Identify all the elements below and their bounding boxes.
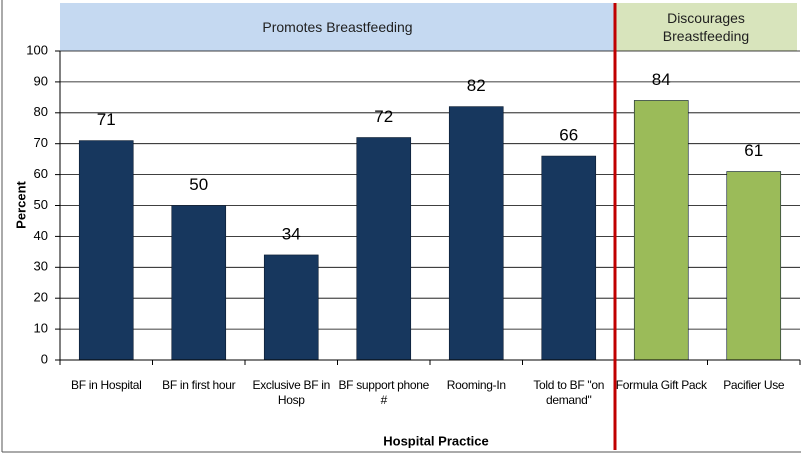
data-label: 84 — [652, 70, 671, 89]
data-label: 66 — [559, 126, 578, 145]
y-tick-label: 100 — [26, 42, 48, 57]
data-label: 50 — [189, 175, 208, 194]
bar — [448, 106, 504, 361]
x-axis-label: Hospital Practice — [383, 433, 489, 448]
bar — [263, 254, 319, 361]
data-label: 72 — [374, 107, 393, 126]
y-tick-label: 50 — [34, 197, 48, 212]
bar — [726, 171, 782, 361]
data-label: 82 — [467, 76, 486, 95]
y-tick-label: 10 — [34, 321, 48, 336]
x-tick-label: Told to BF "on demand" — [533, 378, 605, 407]
data-label: 71 — [97, 110, 116, 129]
y-tick-label: 0 — [41, 351, 48, 366]
bar — [78, 140, 134, 361]
group-band — [60, 3, 615, 51]
x-tick-label: Exclusive BF in Hosp — [252, 378, 331, 407]
bar — [541, 155, 597, 361]
group-band — [615, 3, 797, 51]
y-tick-label: 20 — [34, 290, 48, 305]
y-tick-label: 30 — [34, 259, 48, 274]
y-tick-label: 90 — [34, 73, 48, 88]
x-tick-label: BF in Hospital — [71, 378, 142, 392]
bar — [633, 100, 689, 361]
x-tick-label: Formula Gift Pack — [615, 378, 707, 392]
x-tick-label: BF support phone # — [338, 378, 430, 407]
y-axis-label: Percent — [13, 180, 28, 228]
bar — [171, 205, 227, 361]
x-tick-label: Rooming-In — [446, 378, 506, 392]
group-label: Discourages Breastfeeding — [662, 10, 750, 44]
y-tick-label: 60 — [34, 166, 48, 181]
bar — [356, 137, 412, 361]
data-label: 61 — [744, 141, 763, 160]
group-label: Promotes Breastfeeding — [262, 19, 413, 35]
y-tick-label: 80 — [34, 104, 48, 119]
y-tick-label: 40 — [34, 228, 48, 243]
y-tick-label: 70 — [34, 135, 48, 150]
x-tick-label: BF in first hour — [162, 378, 236, 392]
x-tick-label: Pacifier Use — [723, 378, 785, 392]
data-label: 34 — [282, 224, 301, 243]
